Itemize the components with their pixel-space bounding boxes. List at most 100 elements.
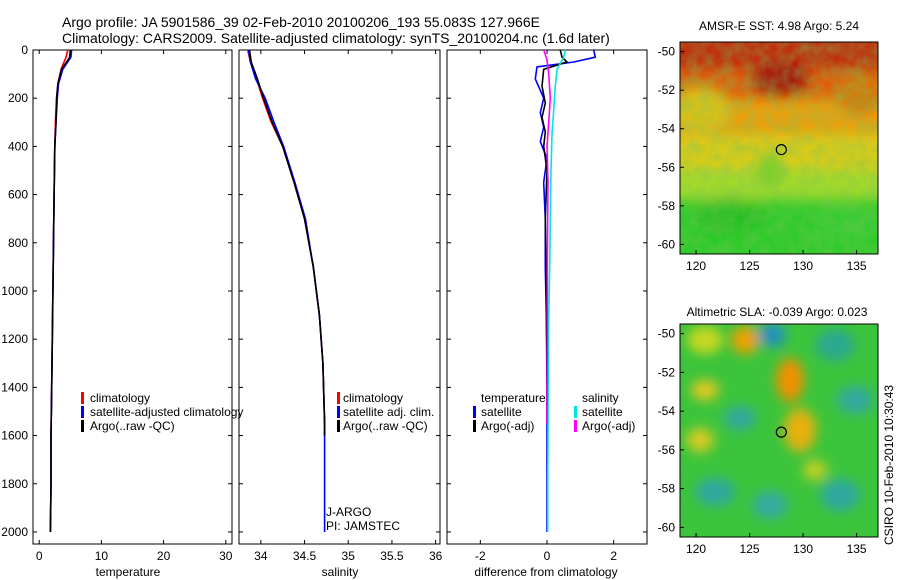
sst-float-marker: [775, 143, 787, 156]
sst-heatmap: [680, 42, 878, 254]
x-tick-label: 35: [342, 549, 356, 563]
legend-swatch-temp-argo: [473, 420, 476, 432]
sst-axis-ticks: 120 125 130 135 -50 -52 -54 -56 -58 -60: [658, 45, 867, 273]
legend-swatch-sal-argo: [574, 420, 577, 432]
legend-label: satellite adj. clim.: [343, 405, 434, 419]
temperature-series: [49, 49, 73, 533]
map-x-tick-label: 120: [686, 259, 706, 273]
legend-swatch-temp-satellite: [473, 406, 476, 418]
y-tick-label: 1400: [1, 380, 28, 394]
legend-swatch-climatology: [81, 392, 84, 404]
legend-label: Argo(..raw -QC): [90, 419, 175, 433]
legend-swatch-climatology: [337, 392, 340, 404]
sla-float-marker: [775, 426, 787, 438]
x-tick-label: 2: [610, 549, 617, 563]
y-tick-label: 1600: [1, 429, 28, 443]
map-x-tick-label: 130: [793, 259, 813, 273]
y-tick-label: 400: [8, 139, 28, 153]
salinity-series: [246, 49, 326, 532]
map-y-tick-label: -52: [658, 83, 676, 97]
map-x-tick-label: 120: [686, 542, 706, 556]
legend-label: satellite: [481, 405, 522, 419]
sst-map-frame: [679, 41, 879, 255]
series-line-salinity-argo-adj-: [542, 49, 552, 424]
series-line-temperature-satellite: [534, 49, 597, 532]
y-tick-label: 0: [21, 43, 28, 57]
map-y-tick-label: -54: [658, 404, 676, 418]
sla-heatmap: [680, 324, 878, 537]
salinity-legend: climatology satellite adj. clim. Argo(..…: [326, 391, 434, 533]
difference-series: [534, 49, 597, 532]
temperature-legend: climatology satellite-adjusted climatolo…: [81, 391, 243, 433]
map-y-tick-label: -60: [658, 520, 676, 534]
x-tick-label: 0: [36, 549, 43, 563]
side-stamp: CSIRO 10-Feb-2010 10:30:43: [882, 385, 896, 545]
map-x-tick-label: 135: [847, 542, 867, 556]
map-y-tick-label: -52: [658, 365, 676, 379]
sla-map-frame: [679, 323, 879, 538]
x-tick-label: 20: [157, 549, 171, 563]
legend-swatch-argo: [337, 420, 340, 432]
series-line-satellite-adj-clim-: [247, 49, 326, 532]
legend-label: Argo(-adj): [582, 419, 635, 433]
y-tick-label: 800: [8, 236, 28, 250]
legend-swatch-argo: [81, 420, 84, 432]
legend-label: climatology: [90, 391, 150, 405]
y-tick-label: 1200: [1, 332, 28, 346]
legend-swatch-satellite: [337, 406, 340, 418]
map-x-tick-label: 125: [740, 259, 760, 273]
salinity-axes: [238, 49, 441, 545]
x-tick-label: 34.5: [293, 549, 317, 563]
legend-swatch-satellite: [81, 406, 84, 418]
figure-title-line2: Climatology: CARS2009. Satellite-adjuste…: [62, 30, 610, 46]
map-y-tick-label: -50: [658, 45, 676, 59]
axis-ticks: 0 10 20 30 0 200 400 600 800 1000 1200 1400 1600 1800…: [1, 43, 647, 563]
series-line-salinity-satellite: [546, 49, 567, 532]
legend-label: Argo(-adj): [481, 419, 534, 433]
legend-label: satellite-adjusted climatology: [90, 405, 243, 419]
legend-title-salinity: salinity: [582, 391, 619, 405]
y-tick-label: 1000: [1, 284, 28, 298]
y-tick-label: 600: [8, 188, 28, 202]
map-x-tick-label: 130: [793, 542, 813, 556]
series-line-argo-raw-qc-: [248, 49, 326, 436]
legend-swatch-sal-satellite: [574, 406, 577, 418]
map-y-tick-label: -58: [658, 482, 676, 496]
sla-axis-ticks: 120 125 130 135 -50 -52 -54 -56 -58 -60: [658, 327, 867, 556]
x-tick-label: 34: [254, 549, 268, 563]
y-tick-label: 200: [8, 91, 28, 105]
map-x-tick-label: 125: [740, 542, 760, 556]
sla-map-title: Altimetric SLA: -0.039 Argo: 0.023: [687, 305, 868, 319]
map-y-tick-label: -56: [658, 160, 676, 174]
legend-title-temperature: temperature: [481, 391, 546, 405]
y-tick-label: 2000: [1, 525, 28, 539]
y-tick-label: 1800: [1, 477, 28, 491]
series-line-argo-raw-qc-: [49, 49, 72, 533]
salinity-xlabel: salinity: [322, 565, 359, 579]
series-line-climatology: [246, 49, 326, 436]
map-y-tick-label: -60: [658, 237, 676, 251]
difference-xlabel: difference from climatology: [474, 565, 617, 579]
legend-label: satellite: [582, 405, 623, 419]
series-line-temperature-argo-adj-: [541, 49, 568, 424]
x-tick-label: 35.5: [380, 549, 404, 563]
map-x-tick-label: 135: [847, 259, 867, 273]
map-y-tick-label: -56: [658, 443, 676, 457]
temperature-axes: [32, 49, 233, 545]
x-tick-label: 36: [429, 549, 443, 563]
legend-label: Argo(..raw -QC): [343, 419, 428, 433]
map-y-tick-label: -50: [658, 327, 676, 341]
float-program-label: J-ARGO: [326, 505, 371, 519]
map-y-tick-label: -58: [658, 199, 676, 213]
difference-legend: temperature satellite Argo(-adj) salinit…: [473, 391, 635, 433]
float-pi-label: PI: JAMSTEC: [326, 519, 400, 533]
legend-label: climatology: [343, 391, 403, 405]
figure-title-line1: Argo profile: JA 5901586_39 02-Feb-2010 …: [62, 14, 540, 30]
x-tick-label: 30: [219, 549, 233, 563]
sst-map-title: AMSR-E SST: 4.98 Argo: 5.24: [699, 19, 859, 33]
x-tick-label: -2: [475, 549, 486, 563]
temperature-xlabel: temperature: [96, 565, 161, 579]
map-y-tick-label: -54: [658, 122, 676, 136]
x-tick-label: 10: [95, 549, 109, 563]
